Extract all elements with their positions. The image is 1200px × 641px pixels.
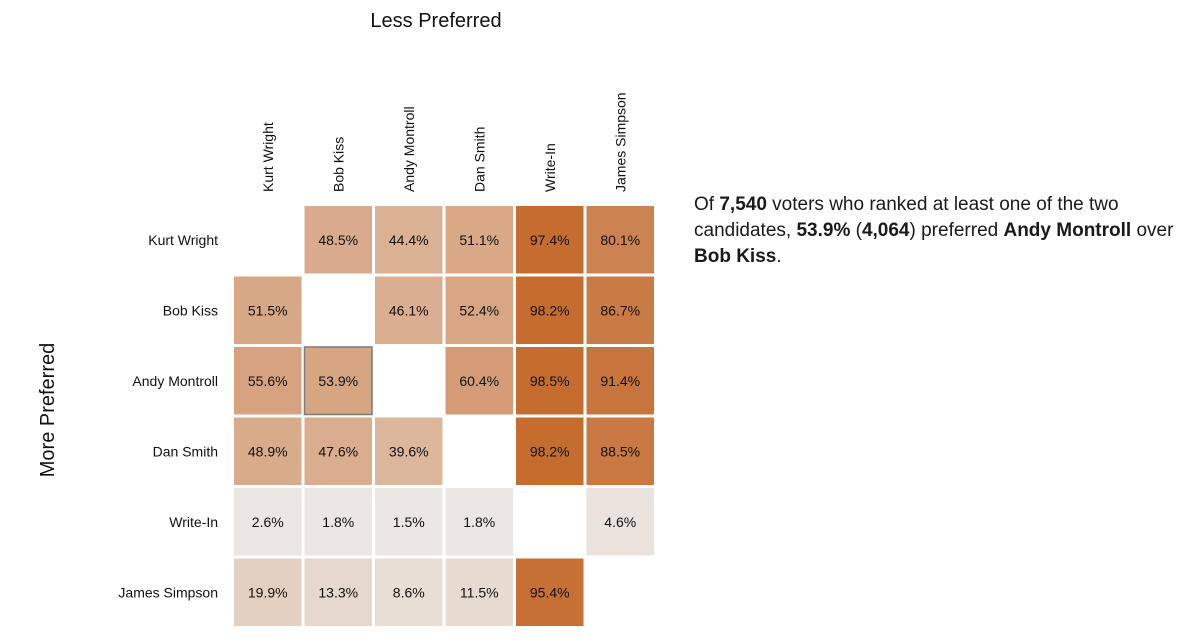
cell-andy-montroll-over-bob-kiss[interactable] xyxy=(303,346,373,416)
cell-value-label: 1.8% xyxy=(322,514,354,530)
cell-value-label: 95.4% xyxy=(530,584,570,600)
pairwise-preference-matrix: Less Preferred More Preferred Kurt Wrigh… xyxy=(37,10,654,626)
row-label-bob-kiss: Bob Kiss xyxy=(163,302,218,318)
cell-value-label: 46.1% xyxy=(389,302,429,318)
column-label-andy-montroll: Andy Montroll xyxy=(401,106,417,192)
cell-value-label: 86.7% xyxy=(600,302,640,318)
cell-bob-kiss-over-write-in[interactable] xyxy=(516,276,584,345)
cell-value-label: 52.4% xyxy=(459,302,499,318)
cell-james-simpson-over-kurt-wright[interactable] xyxy=(234,558,302,627)
column-label-write-in: Write-In xyxy=(542,143,558,192)
cell-value-label: 1.8% xyxy=(463,514,495,530)
cell-kurt-wright-over-dan-smith[interactable] xyxy=(445,206,514,274)
column-label-bob-kiss: Bob Kiss xyxy=(330,137,346,192)
cell-value-label: 51.5% xyxy=(248,302,288,318)
cell-andy-montroll-over-write-in[interactable] xyxy=(516,347,584,415)
heatmap-cells: 48.5% 44.4% 51.1% 97.4% 80.1% 51.5% 46.1% 52.4%… xyxy=(234,206,654,626)
cell-dan-smith-over-kurt-wright[interactable] xyxy=(234,417,302,486)
cell-value-label: 60.4% xyxy=(459,373,499,389)
summary-mid4: over xyxy=(1131,220,1174,242)
cell-value-label: 1.5% xyxy=(393,514,425,530)
cell-value-label: 98.5% xyxy=(530,373,570,389)
summary-mid2: ( xyxy=(850,220,862,242)
summary-prefix: Of xyxy=(694,194,720,215)
cell-value-label: 97.4% xyxy=(530,232,570,248)
column-labels: Kurt Wright Bob Kiss Andy Montroll Dan Smit… xyxy=(260,92,629,192)
cell-write-in-over-james-simpson[interactable] xyxy=(586,488,655,556)
cell-dan-smith-over-write-in[interactable] xyxy=(516,417,584,486)
x-axis-title: Less Preferred xyxy=(370,10,501,32)
cell-bob-kiss-over-james-simpson[interactable] xyxy=(586,276,655,345)
cell-dan-smith-over-bob-kiss[interactable] xyxy=(304,417,373,486)
cell-kurt-wright-over-james-simpson[interactable] xyxy=(586,206,655,274)
cell-value-label: 39.6% xyxy=(389,443,429,459)
row-label-james-simpson: James Simpson xyxy=(118,584,218,600)
cell-kurt-wright-over-andy-montroll[interactable] xyxy=(375,206,443,274)
cell-value-label: 80.1% xyxy=(600,232,640,248)
cell-value-label: 98.2% xyxy=(530,302,570,318)
summary-percent: 53.9% xyxy=(796,220,851,242)
cell-value-label: 19.9% xyxy=(248,584,288,600)
cell-value-label: 48.5% xyxy=(318,232,358,248)
selection-summary: Of 7,540 voters who ranked at least one … xyxy=(694,192,1194,270)
summary-loser: Bob Kiss xyxy=(694,246,777,268)
row-labels: Kurt Wright Bob Kiss Andy Montroll Dan Smit… xyxy=(118,232,218,601)
row-label-dan-smith: Dan Smith xyxy=(153,443,218,459)
cell-value-label: 53.9% xyxy=(318,373,358,389)
cell-write-in-over-kurt-wright[interactable] xyxy=(234,488,302,556)
cell-james-simpson-over-bob-kiss[interactable] xyxy=(304,558,373,627)
cell-bob-kiss-over-andy-montroll[interactable] xyxy=(375,276,443,345)
cell-value-label: 88.5% xyxy=(600,443,640,459)
cell-value-label: 44.4% xyxy=(389,232,429,248)
row-label-write-in: Write-In xyxy=(169,514,218,530)
summary-winner: Andy Montroll xyxy=(1003,220,1132,242)
cell-value-label: 91.4% xyxy=(600,373,640,389)
cell-dan-smith-over-james-simpson[interactable] xyxy=(586,417,655,486)
cell-value-label: 2.6% xyxy=(252,514,284,530)
summary-count: 4,064 xyxy=(861,220,910,242)
cell-james-simpson-over-write-in[interactable] xyxy=(516,558,584,627)
cell-write-in-over-dan-smith[interactable] xyxy=(445,488,514,556)
cell-write-in-over-andy-montroll[interactable] xyxy=(375,488,443,556)
column-label-dan-smith: Dan Smith xyxy=(471,127,487,192)
cell-james-simpson-over-andy-montroll[interactable] xyxy=(375,558,443,627)
cell-bob-kiss-over-dan-smith[interactable] xyxy=(445,276,514,345)
cell-kurt-wright-over-write-in[interactable] xyxy=(516,206,584,274)
cell-value-label: 13.3% xyxy=(318,584,358,600)
cell-value-label: 51.1% xyxy=(459,232,499,248)
cell-kurt-wright-over-bob-kiss[interactable] xyxy=(304,206,373,274)
cell-andy-montroll-over-kurt-wright[interactable] xyxy=(234,347,302,415)
cell-value-label: 47.6% xyxy=(318,443,358,459)
cell-value-label: 8.6% xyxy=(393,584,425,600)
y-axis-title: More Preferred xyxy=(37,343,59,478)
cell-write-in-over-bob-kiss[interactable] xyxy=(304,488,373,556)
row-label-andy-montroll: Andy Montroll xyxy=(132,373,218,389)
cell-value-label: 55.6% xyxy=(248,373,288,389)
cell-value-label: 11.5% xyxy=(460,584,499,600)
cell-james-simpson-over-dan-smith[interactable] xyxy=(445,558,514,627)
summary-mid3: ) preferred xyxy=(909,220,1004,242)
summary-voters: 7,540 xyxy=(719,194,767,215)
column-label-kurt-wright: Kurt Wright xyxy=(260,122,276,192)
summary-mid1: voters who ranked at least one of the tw… xyxy=(694,194,1119,242)
cell-value-label: 48.9% xyxy=(248,443,288,459)
row-label-kurt-wright: Kurt Wright xyxy=(148,232,218,248)
cell-andy-montroll-over-james-simpson[interactable] xyxy=(586,347,655,415)
cell-value-label: 98.2% xyxy=(530,443,570,459)
summary-suffix: . xyxy=(776,246,782,268)
cell-andy-montroll-over-dan-smith[interactable] xyxy=(445,347,514,415)
cell-dan-smith-over-andy-montroll[interactable] xyxy=(375,417,443,486)
column-label-james-simpson: James Simpson xyxy=(612,92,628,192)
cell-bob-kiss-over-kurt-wright[interactable] xyxy=(234,276,302,345)
cell-value-label: 4.6% xyxy=(604,514,636,530)
